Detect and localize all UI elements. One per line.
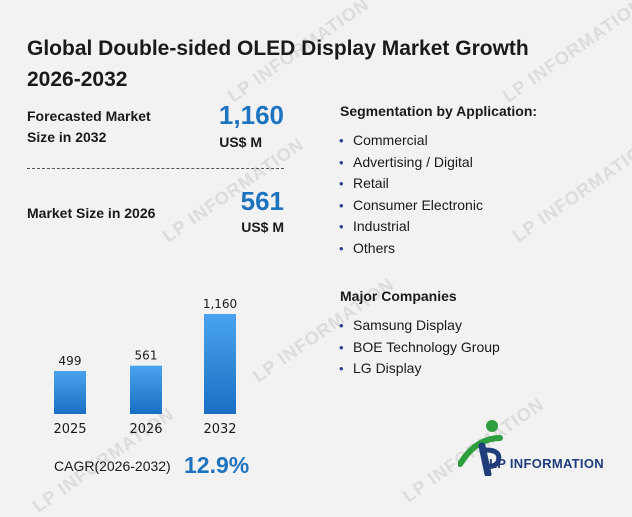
companies-list: • Samsung Display • BOE Technology Group •… <box>339 315 500 380</box>
list-item: • Consumer Electronic <box>339 195 483 217</box>
list-item: • Samsung Display <box>339 315 500 337</box>
list-item: • BOE Technology Group <box>339 337 500 359</box>
bullet-icon: • <box>339 339 344 355</box>
market-bar-chart: 499 2025 561 2026 1,160 2032 <box>53 297 237 437</box>
companies-title: Major Companies <box>340 288 457 304</box>
forecast-unit: US$ M <box>219 134 262 150</box>
list-item: • Industrial <box>339 216 483 238</box>
forecast-label: Forecasted Market Size in 2032 <box>27 108 151 145</box>
current-label: Market Size in 2026 <box>27 205 156 221</box>
list-item: • Retail <box>339 173 483 195</box>
bullet-icon: • <box>339 361 344 377</box>
bullet-icon: • <box>339 154 344 170</box>
x-tick-label: 2026 <box>129 422 162 437</box>
cagr-label: CAGR(2026-2032) <box>54 458 171 474</box>
bullet-icon: • <box>339 133 344 148</box>
x-tick-label: 2032 <box>203 422 236 437</box>
data-label: 561 <box>135 349 158 363</box>
cagr-value: 12.9% <box>184 452 250 478</box>
lp-logo-icon <box>458 420 503 476</box>
bar-2026 <box>130 365 162 414</box>
segmentation-list: • Commercial • Advertising / Digital • Reta… <box>339 130 483 260</box>
page-title: Global Double-sided OLED Display Market … <box>27 37 529 91</box>
current-value: 561 <box>240 186 284 216</box>
data-label: 1,160 <box>203 297 237 311</box>
divider <box>27 168 284 169</box>
segmentation-title: Segmentation by Application: <box>340 103 538 119</box>
bullet-icon: • <box>339 219 344 235</box>
list-item: • LG Display <box>339 358 500 380</box>
watermark: LP INFORMATION <box>509 133 632 247</box>
current-unit: US$ M <box>241 219 284 235</box>
data-label: 499 <box>59 354 82 368</box>
bar-2032 <box>204 314 236 414</box>
bullet-icon: • <box>339 318 344 333</box>
forecast-value: 1,160 <box>218 100 284 130</box>
bullet-icon: • <box>339 240 344 256</box>
bullet-icon: • <box>339 176 344 192</box>
list-item: • Advertising / Digital <box>339 152 483 174</box>
x-tick-label: 2025 <box>53 422 86 437</box>
bar-2025 <box>54 370 86 414</box>
logo-text: LP INFORMATION <box>489 456 604 471</box>
list-item: • Others <box>339 238 483 260</box>
list-item: • Commercial <box>339 130 483 152</box>
bullet-icon: • <box>339 197 344 213</box>
